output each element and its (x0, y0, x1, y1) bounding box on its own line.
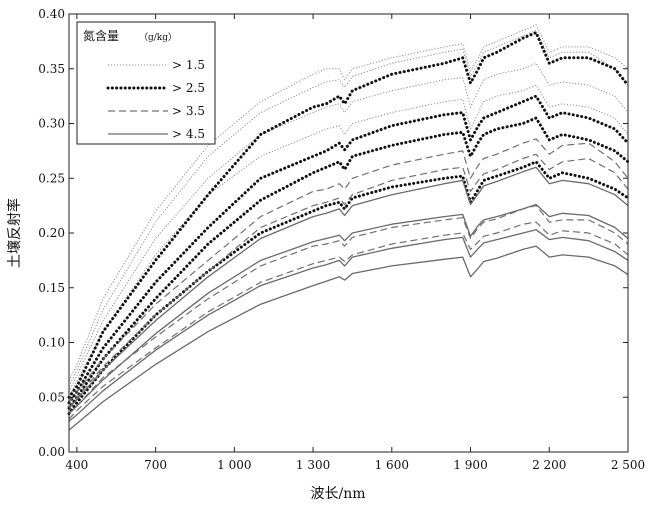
x-tick-label: 1 000 (217, 458, 251, 472)
y-tick-label: 0.00 (38, 445, 65, 459)
series-line (68, 153, 629, 409)
series-line (68, 62, 629, 393)
legend-label: > 4.5 (172, 127, 205, 141)
legend-label: > 2.5 (172, 81, 205, 95)
x-tick-label: 1 600 (375, 458, 409, 472)
y-tick-label: 0.10 (38, 336, 65, 350)
y-tick-label: 0.35 (38, 62, 65, 76)
series-line (67, 94, 630, 405)
series-line (68, 166, 629, 409)
series-line (68, 229, 629, 422)
legend-entries: > 1.5 > 2.5 > 3.5 > 4.5 (106, 58, 205, 141)
y-axis-title: 土壤反射率 (6, 198, 23, 268)
x-tick-label: 700 (144, 458, 167, 472)
y-tick-label: 0.25 (38, 171, 65, 185)
legend-box (76, 21, 216, 145)
x-tick-label: 2 500 (611, 458, 645, 472)
legend-title: 氮含量 (83, 28, 119, 43)
legend: 氮含量 （g/kg） > 1.5 > 2.5 > 3.5 > 4.5 (76, 21, 216, 145)
y-tick-label: 0.20 (38, 226, 65, 240)
series-line (68, 138, 629, 404)
x-tick-label: 2 200 (532, 458, 566, 472)
series-line (68, 221, 629, 420)
series-line (67, 116, 630, 410)
series-line (68, 245, 629, 431)
series-line (67, 31, 630, 399)
legend-label: > 1.5 (172, 58, 205, 72)
y-tick-label: 0.05 (38, 390, 65, 404)
series-line (67, 160, 630, 416)
series-line (68, 203, 629, 415)
series-line (68, 205, 629, 415)
y-tick-label: 0.30 (38, 117, 65, 131)
legend-label: > 3.5 (172, 104, 205, 118)
y-tick-label: 0.40 (38, 7, 65, 21)
x-tick-label: 1 900 (453, 458, 487, 472)
x-axis-title: 波长/nm (310, 486, 365, 502)
x-tick-label: 400 (65, 458, 88, 472)
y-tick-label: 0.15 (38, 281, 65, 295)
series-line (68, 84, 629, 398)
plot-lines (67, 24, 630, 431)
y-axis: 0.00 0.05 0.10 0.15 0.20 0.25 0.30 0.35 0.40 (38, 7, 628, 459)
x-axis: 400 700 1 000 1 300 1 600 1 900 2 200 2 500 (65, 14, 645, 472)
legend-unit: （g/kg） (139, 32, 177, 43)
series-line (68, 24, 629, 382)
x-tick-label: 1 300 (296, 458, 330, 472)
series-line (68, 29, 629, 387)
